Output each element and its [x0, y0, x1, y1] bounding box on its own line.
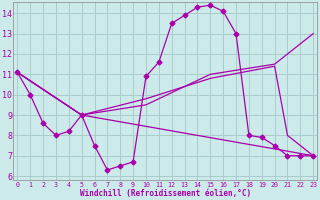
X-axis label: Windchill (Refroidissement éolien,°C): Windchill (Refroidissement éolien,°C): [80, 189, 251, 198]
